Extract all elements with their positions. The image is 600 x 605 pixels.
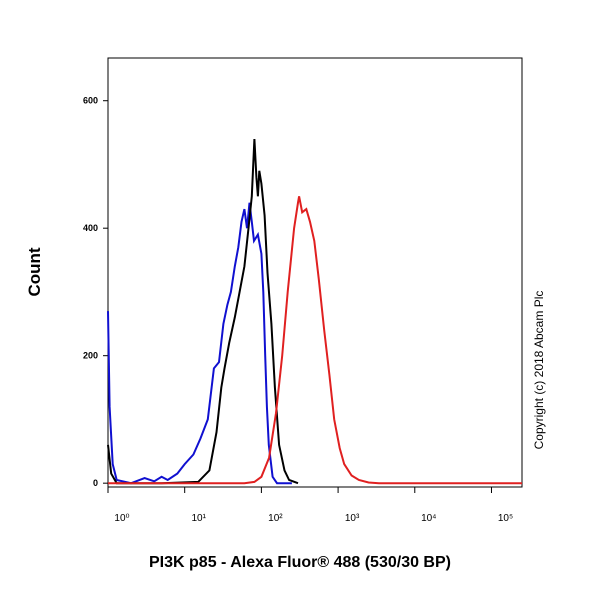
y-tick-label: 400 — [83, 223, 98, 233]
y-tick-label: 600 — [83, 96, 98, 106]
x-tick-label: 10⁵ — [498, 513, 513, 524]
y-tick-label: 0 — [93, 478, 98, 488]
x-tick-label: 10⁴ — [421, 513, 436, 524]
histogram-line — [108, 196, 522, 485]
x-tick-label: 10⁰ — [114, 513, 129, 524]
y-axis-label: Count — [25, 247, 44, 296]
x-tick-label: 10³ — [345, 513, 360, 524]
histogram-line — [107, 138, 299, 485]
copyright: Copyright (c) 2018 Abcam Plc — [532, 291, 546, 450]
plot-frame — [107, 57, 523, 488]
y-tick-label: 200 — [83, 351, 98, 361]
histogram-line — [107, 202, 292, 485]
x-tick-label: 10¹ — [191, 513, 206, 524]
x-tick-label: 10² — [268, 513, 283, 524]
x-axis-label: PI3K p85 - Alexa Fluor® 488 (530/30 BP) — [149, 554, 451, 571]
